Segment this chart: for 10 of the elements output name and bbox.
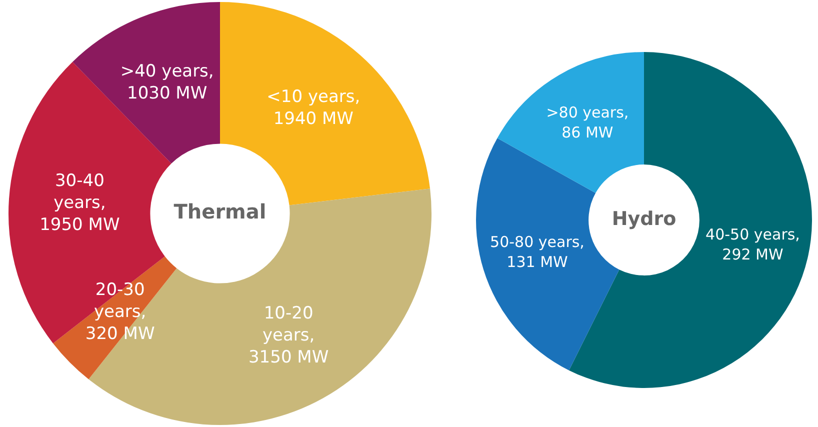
slice-label: >80 years, 86 MW: [546, 104, 629, 142]
text: Hydro: [612, 208, 676, 230]
slice-label: >40 years, 1030 MW: [120, 62, 214, 104]
slice-label: 20-30 years, 320 MW: [85, 280, 155, 344]
slice-label: 50-80 years, 131 MW: [490, 232, 584, 271]
slice-label: 40-50 years, 292 MW: [706, 226, 800, 264]
slice-label: 10-20 years, 3150 MW: [248, 304, 329, 368]
slice-label: 30-40 years, 1950 MW: [40, 171, 120, 236]
text: Thermal: [174, 200, 266, 224]
slice-label: <10 years, 1940 MW: [266, 86, 360, 129]
